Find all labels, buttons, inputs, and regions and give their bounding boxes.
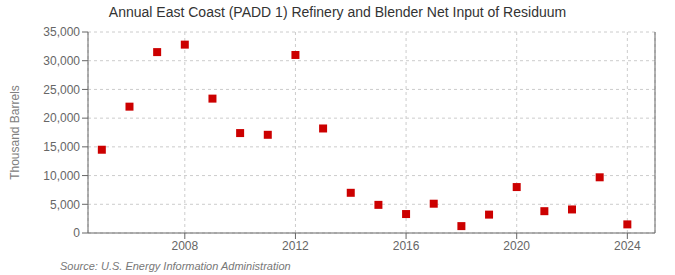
svg-text:0: 0 [73, 226, 80, 240]
svg-text:2024: 2024 [614, 239, 641, 253]
html-text:Annual East Coast (PADD 1) Ref: Annual East Coast (PADD 1) Refinery and … [108, 4, 567, 20]
svg-text:30,000: 30,000 [43, 54, 80, 68]
svg-text:2008: 2008 [171, 239, 198, 253]
svg-text:20,000: 20,000 [43, 111, 80, 125]
svg-text:35,000: 35,000 [43, 25, 80, 39]
svg-text:2016: 2016 [393, 239, 420, 253]
svg-text:15,000: 15,000 [43, 140, 80, 154]
svg-text:5,000: 5,000 [50, 198, 80, 212]
svg-text:Thousand Barrels: Thousand Barrels [8, 85, 22, 180]
html-text:Source: U.S. Energy Informatio: Source: U.S. Energy Information Administ… [60, 260, 291, 272]
svg-text:10,000: 10,000 [43, 169, 80, 183]
svg-text:2012: 2012 [282, 239, 309, 253]
svg-text:25,000: 25,000 [43, 83, 80, 97]
svg-text:2020: 2020 [503, 239, 530, 253]
